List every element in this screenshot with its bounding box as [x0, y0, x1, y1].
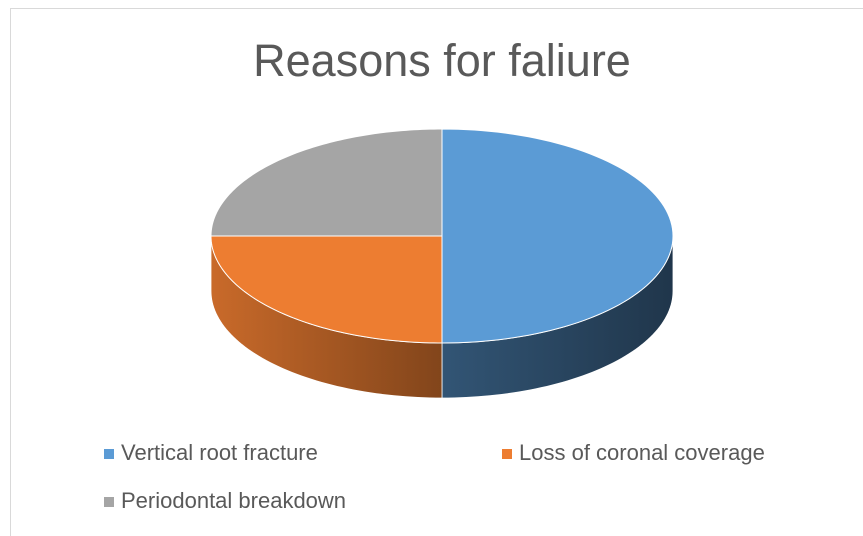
legend-swatch	[104, 449, 114, 459]
pie-slice	[210, 128, 443, 237]
legend-swatch	[104, 497, 114, 507]
legend-label: Vertical root fracture	[121, 440, 318, 465]
legend-label: Periodontal breakdown	[121, 488, 346, 513]
legend: Vertical root fracture Loss of coronal co…	[104, 440, 765, 513]
pie	[210, 128, 674, 399]
chart-title: Reasons for faliure	[253, 35, 631, 86]
legend-label: Loss of coronal coverage	[519, 440, 765, 465]
pie-slice	[441, 128, 674, 344]
pie-slice	[210, 235, 443, 344]
legend-swatch	[502, 449, 512, 459]
